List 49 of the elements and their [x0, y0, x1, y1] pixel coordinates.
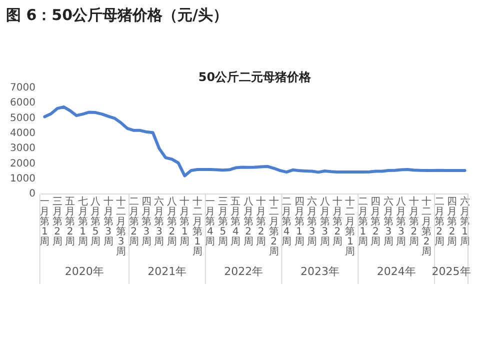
x-tick-label: 四月第2周 [370, 196, 381, 248]
y-tick-label: 4000 [10, 128, 36, 140]
x-tick-label: 八月第3周 [396, 196, 406, 248]
y-tick-label: 5000 [10, 112, 36, 124]
x-tick-label: 二月第2周 [128, 196, 139, 248]
x-tick-label: 八月第3周 [320, 196, 330, 248]
x-tick-label: 七月第1周 [78, 196, 88, 248]
x-tick-label: 四月第3周 [141, 196, 152, 248]
x-tick-label: 十月第2周 [256, 196, 266, 248]
text: 2024年 [376, 264, 416, 278]
y-tick-label: 7000 [10, 82, 36, 94]
x-tick-label: 十月第2周 [408, 196, 419, 248]
x-tick-label: 六月第3周 [154, 196, 164, 248]
text: 2021年 [148, 264, 187, 278]
y-tick-label: 0 [29, 188, 36, 200]
y-tick-label: 1000 [10, 173, 36, 184]
x-tick-label: 三月第2周 [52, 196, 62, 248]
x-tick-label: 六月第3周 [307, 196, 318, 248]
x-tick-label: 二月第1周 [358, 196, 368, 248]
y-tick-label: 3000 [10, 143, 36, 154]
text: 2020年 [64, 264, 104, 278]
x-tick-label: 四月第2周 [447, 196, 458, 248]
chart-title: 图 6：50公斤母猪价格（元/头） [6, 6, 228, 25]
x-tick-label: 十二月第2周 [422, 196, 432, 258]
x-tick-label: 五月第4周 [230, 196, 241, 248]
x-tick-label: 十二月第3周 [116, 196, 126, 258]
x-tick-label: 六月第3周 [383, 196, 394, 248]
x-tick-label: 十二月第1周 [192, 196, 202, 258]
text: 2023年 [300, 264, 340, 278]
y-tick-label: 2000 [10, 158, 36, 170]
x-tick-label: 五月第2周 [65, 196, 76, 248]
chart-subtitle: 50公斤二元母猪价格 [198, 70, 312, 84]
x-tick-label: 十二月第2周 [268, 196, 279, 258]
x-tick-label: 四月第1周 [294, 196, 304, 248]
x-tick-label: 二月第2周 [434, 196, 444, 248]
x-tick-label: 十月第1周 [180, 196, 190, 248]
x-tick-label: 八月第5周 [90, 196, 101, 248]
x-tick-label: 八月第2周 [243, 196, 254, 248]
x-tick-label: 十月第3周 [103, 196, 114, 248]
x-tick-label: 一月第1周 [40, 196, 50, 248]
x-tick-label: 十二月第1周 [345, 196, 356, 258]
x-tick-label: 一月第4周 [205, 196, 216, 248]
x-tick-label: 八月第2周 [166, 196, 177, 248]
y-tick-label: 6000 [10, 98, 36, 109]
x-tick-label: 十月第2周 [332, 196, 342, 248]
x-tick-label: 三月第5周 [218, 196, 228, 248]
text: 2022年 [224, 264, 264, 278]
text: 2025年 [432, 264, 471, 278]
x-tick-label: 二月第4周 [282, 196, 292, 248]
